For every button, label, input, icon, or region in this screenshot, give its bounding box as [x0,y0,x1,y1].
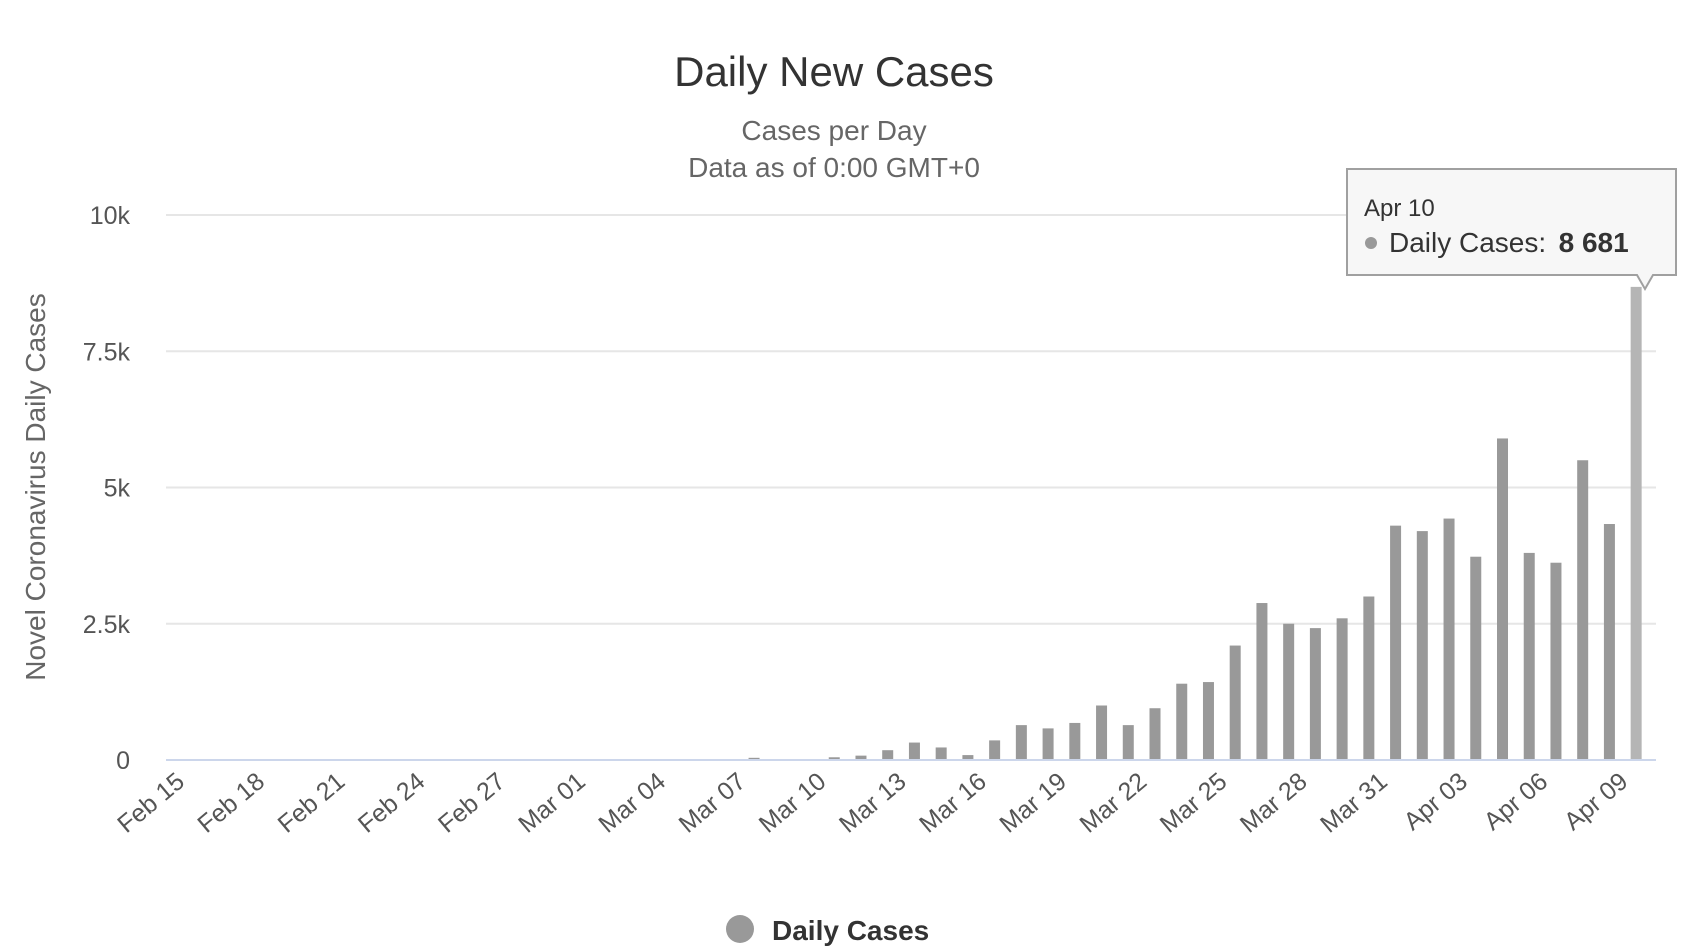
bar-mar-19[interactable] [1042,728,1054,760]
x-tick-label: Apr 03 [1398,767,1472,836]
x-tick-label: Mar 13 [834,767,912,838]
x-tick-label: Mar 28 [1235,767,1313,838]
bar-mar-11[interactable] [828,757,840,760]
bar-apr-10[interactable] [1630,286,1642,760]
bar-mar-12[interactable] [855,755,867,760]
chart-subtitle-line-2: Data as of 0:00 GMT+0 [688,152,980,183]
bar-apr-01[interactable] [1390,525,1402,760]
y-tick-label: 5k [104,475,131,503]
x-tick-label: Mar 16 [914,767,992,838]
bar-mar-08[interactable] [748,757,760,760]
bar-apr-06[interactable] [1523,552,1535,760]
x-tick-label: Mar 19 [994,767,1072,838]
legend[interactable]: Daily Cases [726,915,929,946]
x-tick-label: Apr 09 [1559,767,1633,836]
x-tick-label: Apr 06 [1479,767,1553,836]
x-tick-label: Mar 22 [1075,767,1153,838]
tooltip-date: Apr 10 [1364,195,1435,222]
bar-apr-09[interactable] [1603,524,1615,760]
bar-mar-13[interactable] [882,750,894,760]
x-axis-ticks: Feb 15 Feb 18 Feb 21 Feb 24 Feb 27 Mar 01 Mar … [112,767,1633,839]
legend-marker-daily-cases[interactable] [726,915,754,943]
grid-lines [166,214,1656,625]
x-tick-label: Mar 07 [674,767,752,838]
chart-subtitle-line-1: Cases per Day [741,115,926,146]
bar-mar-14[interactable] [908,742,920,760]
y-axis-title: Novel Coronavirus Daily Cases [20,293,51,680]
x-tick-label: Feb 15 [112,767,190,838]
x-tick-label: Feb 24 [353,767,431,839]
x-tick-label: Mar 10 [754,767,832,838]
tooltip: Apr 10 Daily Cases: 8 681 [1346,168,1677,292]
bar-mar-18[interactable] [1015,725,1027,760]
tooltip-box [1346,168,1677,292]
bar-mar-25[interactable] [1202,682,1214,760]
tooltip-series-label: Daily Cases: [1389,227,1546,258]
bar-mar-16[interactable] [962,755,974,760]
y-tick-label: 2.5k [83,611,131,639]
bar-mar-31[interactable] [1363,596,1375,761]
tooltip-series-marker [1365,237,1377,249]
x-tick-label: Mar 04 [593,767,671,839]
x-tick-label: Feb 18 [192,767,270,838]
bar-apr-04[interactable] [1470,556,1482,760]
x-tick-label: Mar 25 [1155,767,1233,838]
bar-mar-26[interactable] [1229,645,1241,760]
y-tick-label: 0 [116,747,130,775]
bar-apr-02[interactable] [1416,531,1428,760]
bar-mar-29[interactable] [1309,628,1321,760]
bar-mar-27[interactable] [1256,603,1268,760]
bar-apr-07[interactable] [1550,562,1562,760]
bar-mar-22[interactable] [1122,725,1134,760]
y-axis-ticks: 0 2.5k 5k 7.5k 10k [83,202,131,775]
bar-mar-23[interactable] [1149,708,1161,760]
chart-title: Daily New Cases [674,48,994,95]
bar-mar-20[interactable] [1069,722,1081,760]
bar-mar-24[interactable] [1176,683,1188,760]
tooltip-value: 8 681 [1559,227,1629,258]
x-tick-label: Mar 01 [513,767,591,838]
bar-series [748,286,1642,761]
x-tick-label: Feb 21 [273,767,351,838]
x-tick-label: Feb 27 [433,767,511,838]
bar-apr-05[interactable] [1497,438,1508,760]
y-tick-label: 10k [90,202,131,230]
x-tick-label: Mar 31 [1315,767,1393,838]
tooltip-text: Daily Cases: 8 681 [1389,227,1629,258]
bar-apr-08[interactable] [1577,460,1589,760]
bar-apr-03[interactable] [1443,518,1455,760]
bar-mar-28[interactable] [1283,623,1295,760]
bar-mar-21[interactable] [1096,705,1108,761]
legend-label-daily-cases[interactable]: Daily Cases [772,915,929,946]
bar-mar-17[interactable] [989,740,1001,760]
bar-mar-30[interactable] [1336,618,1348,760]
y-tick-label: 7.5k [83,338,131,366]
bar-mar-15[interactable] [935,747,947,760]
